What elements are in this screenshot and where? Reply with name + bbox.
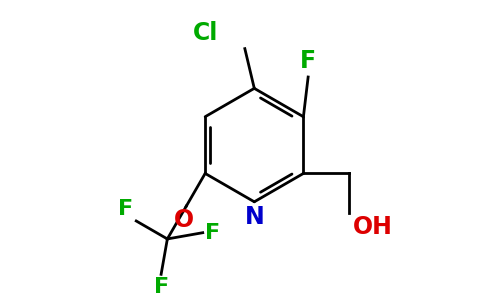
Text: F: F [300, 49, 316, 73]
Text: Cl: Cl [193, 21, 218, 45]
Text: F: F [118, 199, 134, 219]
Text: OH: OH [352, 215, 393, 239]
Text: O: O [174, 208, 195, 232]
Text: F: F [205, 223, 220, 243]
Text: F: F [153, 277, 169, 297]
Text: N: N [244, 205, 264, 229]
